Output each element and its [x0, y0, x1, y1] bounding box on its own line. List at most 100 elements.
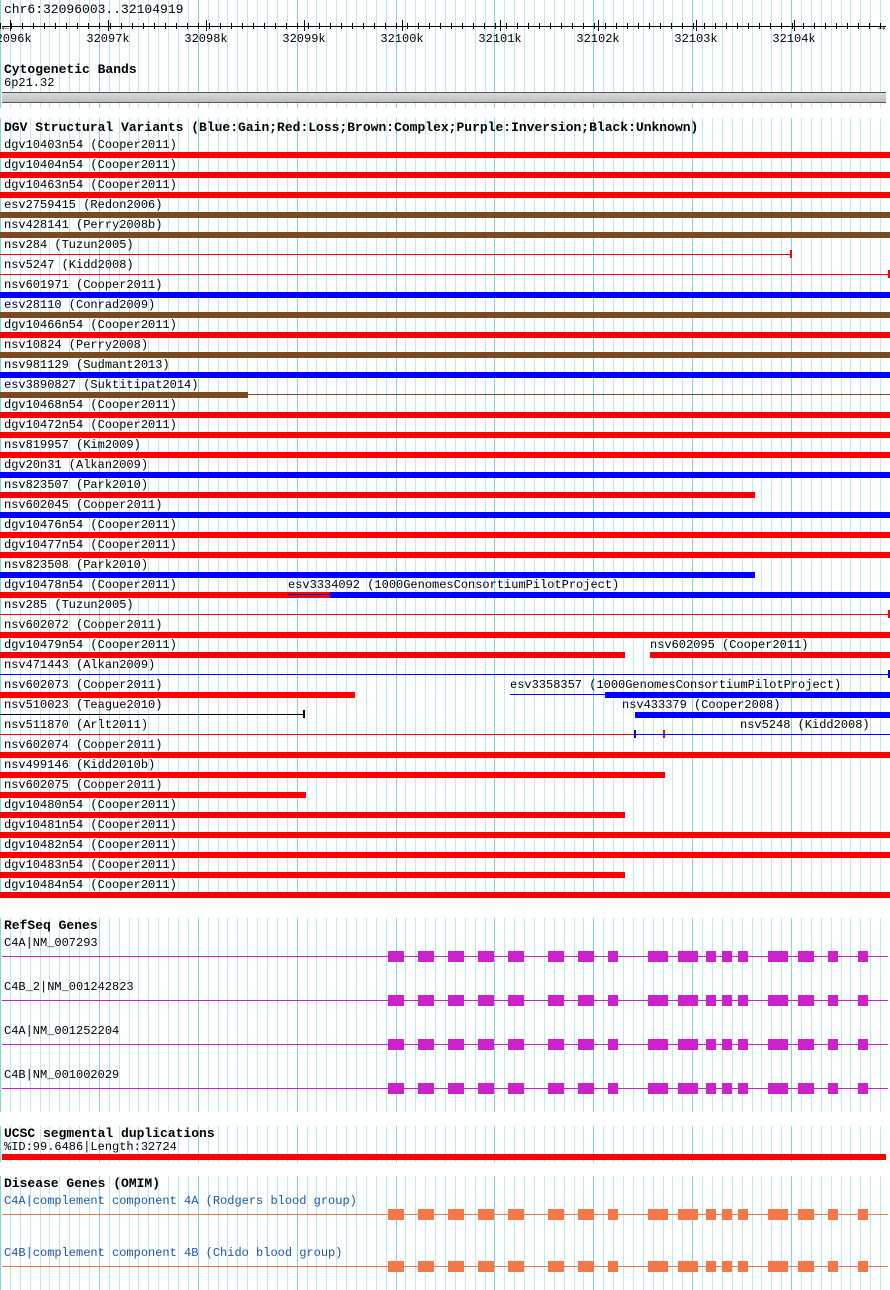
gene-exon-box[interactable]	[768, 1261, 788, 1272]
gene-exon-box[interactable]	[798, 1039, 814, 1050]
variant-thin-segment[interactable]	[0, 614, 890, 615]
gene-exon-box[interactable]	[608, 1039, 618, 1050]
gene-exon-box[interactable]	[828, 1039, 838, 1050]
gene-exon-box[interactable]	[418, 1261, 434, 1272]
gene-exon-box[interactable]	[858, 995, 868, 1006]
gene-exon-box[interactable]	[828, 1261, 838, 1272]
gene-exon-box[interactable]	[828, 1083, 838, 1094]
gene-row[interactable]: C4A|NM_007293	[0, 936, 890, 980]
variant-row[interactable]: dgv10463n54 (Cooper2011)	[0, 178, 890, 198]
gene-exon-box[interactable]	[678, 1083, 698, 1094]
variant-thin-segment[interactable]	[0, 714, 305, 715]
gene-exon-box[interactable]	[508, 1209, 524, 1220]
gene-exon-box[interactable]	[828, 995, 838, 1006]
variant-row[interactable]: dgv10478n54 (Cooper2011) esv3334092 (1000…	[0, 578, 890, 598]
gene-exon-box[interactable]	[418, 1083, 434, 1094]
gene-exon-box[interactable]	[508, 1039, 524, 1050]
gene-exon-box[interactable]	[738, 995, 748, 1006]
gene-exon-box[interactable]	[798, 951, 814, 962]
variant-bar-segment[interactable]	[0, 892, 890, 898]
gene-exon-box[interactable]	[388, 995, 404, 1006]
gene-exon-box[interactable]	[798, 1209, 814, 1220]
gene-exon-box[interactable]	[798, 1261, 814, 1272]
gene-exon-box[interactable]	[418, 1209, 434, 1220]
gene-exon-box[interactable]	[508, 951, 524, 962]
gene-exon-box[interactable]	[578, 1261, 594, 1272]
gene-exon-box[interactable]	[722, 951, 732, 962]
gene-exon-box[interactable]	[768, 951, 788, 962]
gene-row[interactable]: C4A|complement component 4A (Rodgers blo…	[0, 1194, 890, 1238]
gene-exon-box[interactable]	[548, 1261, 564, 1272]
gene-exon-box[interactable]	[648, 1039, 668, 1050]
variant-row[interactable]: dgv10477n54 (Cooper2011)	[0, 538, 890, 558]
gene-exon-box[interactable]	[578, 995, 594, 1006]
gene-exon-box[interactable]	[722, 1261, 732, 1272]
variant-thin-segment[interactable]	[0, 274, 890, 275]
gene-exon-box[interactable]	[418, 951, 434, 962]
gene-exon-box[interactable]	[648, 995, 668, 1006]
gene-exon-box[interactable]	[608, 995, 618, 1006]
gene-exon-box[interactable]	[478, 951, 494, 962]
gene-exon-box[interactable]	[706, 951, 716, 962]
variant-row[interactable]: nsv428141 (Perry2008b)	[0, 218, 890, 238]
gene-exon-box[interactable]	[858, 1261, 868, 1272]
variant-row[interactable]: dgv10482n54 (Cooper2011)	[0, 838, 890, 858]
gene-exon-box[interactable]	[508, 1261, 524, 1272]
variant-row[interactable]: dgv10472n54 (Cooper2011)	[0, 418, 890, 438]
variant-row[interactable]: esv28110 (Conrad2009)	[0, 298, 890, 318]
variant-row[interactable]: nsv510023 (Teague2010) nsv433379 (Cooper2…	[0, 698, 890, 718]
variant-row[interactable]: dgv10404n54 (Cooper2011)	[0, 158, 890, 178]
variant-row[interactable]: nsv602072 (Cooper2011)	[0, 618, 890, 638]
gene-exon-box[interactable]	[768, 1039, 788, 1050]
gene-exon-box[interactable]	[448, 1209, 464, 1220]
variant-row[interactable]: dgv20n31 (Alkan2009)	[0, 458, 890, 478]
gene-exon-box[interactable]	[706, 995, 716, 1006]
gene-exon-box[interactable]	[858, 1209, 868, 1220]
gene-exon-box[interactable]	[548, 995, 564, 1006]
variant-row[interactable]: esv3890827 (Suktitipat2014)	[0, 378, 890, 398]
gene-row[interactable]: C4A|NM_001252204	[0, 1024, 890, 1068]
variant-row[interactable]: dgv10403n54 (Cooper2011)	[0, 138, 890, 158]
variant-thin-connector[interactable]	[288, 594, 330, 595]
variant-row[interactable]: nsv285 (Tuzun2005)	[0, 598, 890, 618]
variant-row[interactable]: nsv601971 (Cooper2011)	[0, 278, 890, 298]
variant-row[interactable]: nsv471443 (Alkan2009)	[0, 658, 890, 678]
gene-exon-box[interactable]	[678, 1261, 698, 1272]
gene-row[interactable]: C4B|NM_001002029	[0, 1068, 890, 1112]
variant-row[interactable]: dgv10476n54 (Cooper2011)	[0, 518, 890, 538]
variant-row[interactable]: dgv10484n54 (Cooper2011)	[0, 878, 890, 898]
gene-exon-box[interactable]	[648, 951, 668, 962]
variant-thin-segment[interactable]	[0, 674, 890, 675]
gene-row[interactable]: C4B|complement component 4B (Chido blood…	[0, 1246, 890, 1290]
variant-row[interactable]: nsv981129 (Sudmant2013)	[0, 358, 890, 378]
gene-exon-box[interactable]	[578, 1039, 594, 1050]
gene-exon-box[interactable]	[678, 995, 698, 1006]
gene-exon-box[interactable]	[648, 1209, 668, 1220]
gene-exon-box[interactable]	[448, 1261, 464, 1272]
gene-exon-box[interactable]	[578, 1209, 594, 1220]
gene-exon-box[interactable]	[448, 995, 464, 1006]
gene-exon-box[interactable]	[388, 1261, 404, 1272]
gene-exon-box[interactable]	[608, 1209, 618, 1220]
gene-exon-box[interactable]	[478, 1209, 494, 1220]
variant-row[interactable]: dgv10483n54 (Cooper2011)	[0, 858, 890, 878]
gene-exon-box[interactable]	[706, 1083, 716, 1094]
gene-exon-box[interactable]	[858, 1083, 868, 1094]
gene-exon-box[interactable]	[858, 1039, 868, 1050]
gene-exon-box[interactable]	[418, 1039, 434, 1050]
gene-exon-box[interactable]	[578, 951, 594, 962]
gene-exon-box[interactable]	[768, 1083, 788, 1094]
gene-exon-box[interactable]	[448, 951, 464, 962]
gene-exon-box[interactable]	[448, 1039, 464, 1050]
variant-row[interactable]: nsv819957 (Kim2009)	[0, 438, 890, 458]
variant-row[interactable]: nsv602045 (Cooper2011)	[0, 498, 890, 518]
gene-exon-box[interactable]	[508, 1083, 524, 1094]
gene-exon-box[interactable]	[828, 951, 838, 962]
variant-thin-connector[interactable]	[510, 694, 605, 695]
variant-row[interactable]: nsv823507 (Park2010)	[0, 478, 890, 498]
gene-exon-box[interactable]	[478, 1261, 494, 1272]
gene-exon-box[interactable]	[448, 1083, 464, 1094]
gene-exon-box[interactable]	[388, 951, 404, 962]
gene-exon-box[interactable]	[648, 1083, 668, 1094]
gene-exon-box[interactable]	[706, 1039, 716, 1050]
